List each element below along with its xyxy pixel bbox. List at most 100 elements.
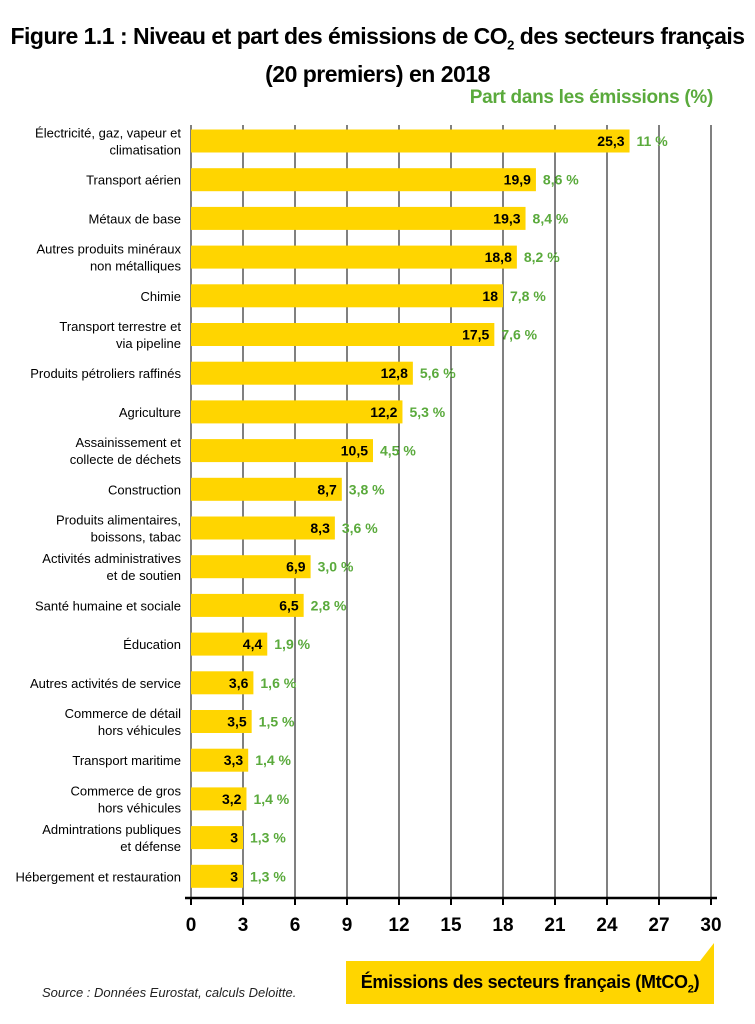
tick-label-21: 21 bbox=[544, 915, 566, 936]
category-label-1-0: Transport aérien bbox=[86, 173, 181, 188]
share-label-17: 1,4 % bbox=[253, 791, 289, 807]
category-label-17-1: hors véhicules bbox=[98, 800, 182, 815]
bar-10 bbox=[191, 516, 335, 540]
category-label-16-0: Transport maritime bbox=[72, 753, 181, 768]
tick-label-18: 18 bbox=[492, 915, 513, 936]
category-label-18-0: Admintrations publiques bbox=[42, 822, 181, 837]
share-label-14: 1,6 % bbox=[260, 675, 296, 691]
bar-11 bbox=[191, 555, 311, 579]
x-axis-label-subscript: 2 bbox=[687, 983, 694, 996]
category-label-4-0: Chimie bbox=[141, 289, 181, 304]
bar-18 bbox=[191, 826, 243, 850]
share-label-7: 5,3 % bbox=[409, 404, 445, 420]
category-label-6-0: Produits pétroliers raffinés bbox=[30, 366, 181, 381]
axis-label-box bbox=[346, 961, 714, 1004]
share-heading: Part dans les émissions (%) bbox=[469, 87, 714, 108]
category-label-7-0: Agriculture bbox=[119, 405, 181, 420]
bar-14 bbox=[191, 671, 254, 695]
chart-title: Figure 1.1 : Niveau et part des émission… bbox=[0, 22, 755, 88]
value-label-19: 3 bbox=[230, 868, 238, 884]
share-label-18: 1,3 % bbox=[250, 830, 286, 846]
share-label-11: 3,0 % bbox=[318, 559, 354, 575]
share-label-3: 8,2 % bbox=[524, 249, 560, 265]
bar-4 bbox=[191, 284, 503, 308]
x-axis-label: Émissions des secteurs français (MtCO2) bbox=[346, 961, 714, 1004]
value-label-5: 17,5 bbox=[462, 327, 489, 343]
bar-6 bbox=[191, 361, 413, 385]
category-label-3-1: non métalliques bbox=[90, 259, 182, 274]
bar-13 bbox=[191, 632, 268, 656]
value-label-15: 3,5 bbox=[227, 714, 247, 730]
category-label-2-0: Métaux de base bbox=[88, 211, 181, 226]
category-label-5-1: via pipeline bbox=[116, 336, 181, 351]
bar-7 bbox=[191, 400, 403, 424]
share-label-13: 1,9 % bbox=[274, 636, 310, 652]
value-label-18: 3 bbox=[230, 830, 238, 846]
bar-16 bbox=[191, 748, 249, 772]
bar-19 bbox=[191, 864, 243, 888]
value-label-0: 25,3 bbox=[597, 133, 624, 149]
value-label-9: 8,7 bbox=[317, 481, 337, 497]
bar-12 bbox=[191, 593, 304, 617]
value-label-7: 12,2 bbox=[370, 404, 397, 420]
tick-label-9: 9 bbox=[342, 915, 353, 936]
category-label-15-0: Commerce de détail bbox=[65, 706, 181, 721]
category-label-11-0: Activités administratives bbox=[42, 551, 181, 566]
category-label-8-1: collecte de déchets bbox=[70, 452, 182, 467]
category-label-3-0: Autres produits minéraux bbox=[36, 242, 181, 257]
category-label-13-0: Éducation bbox=[123, 637, 181, 652]
bar-15 bbox=[191, 710, 252, 733]
share-label-15: 1,5 % bbox=[259, 714, 295, 730]
category-label-10-1: boissons, tabac bbox=[91, 530, 182, 545]
category-label-14-0: Autres activités de service bbox=[30, 676, 181, 691]
value-label-2: 19,3 bbox=[493, 210, 520, 226]
category-label-19-0: Hébergement et restauration bbox=[16, 869, 181, 884]
share-label-5: 7,6 % bbox=[501, 327, 537, 343]
bar-2 bbox=[191, 206, 526, 230]
value-label-3: 18,8 bbox=[485, 249, 512, 265]
bar-5 bbox=[191, 323, 495, 346]
tick-label-24: 24 bbox=[596, 915, 618, 936]
bar-3 bbox=[191, 245, 517, 269]
tick-label-15: 15 bbox=[440, 915, 462, 936]
share-label-9: 3,8 % bbox=[349, 481, 385, 497]
category-label-5-0: Transport terrestre et bbox=[59, 319, 181, 334]
tick-label-6: 6 bbox=[290, 915, 301, 936]
value-label-17: 3,2 bbox=[222, 791, 242, 807]
category-label-9-0: Construction bbox=[108, 482, 181, 497]
value-label-6: 12,8 bbox=[381, 365, 408, 381]
tick-label-27: 27 bbox=[648, 915, 669, 936]
x-axis-label-end: ) bbox=[693, 972, 700, 992]
tick-label-0: 0 bbox=[186, 915, 197, 936]
tick-label-3: 3 bbox=[238, 915, 249, 936]
bar-8 bbox=[191, 439, 373, 463]
category-label-0-0: Électricité, gaz, vapeur et bbox=[35, 126, 181, 141]
bar-9 bbox=[191, 477, 342, 501]
value-label-12: 6,5 bbox=[279, 597, 299, 613]
category-label-15-1: hors véhicules bbox=[98, 723, 182, 738]
category-label-0-1: climatisation bbox=[109, 143, 181, 158]
category-label-8-0: Assainissement et bbox=[76, 435, 182, 450]
value-label-13: 4,4 bbox=[243, 636, 263, 652]
tick-label-12: 12 bbox=[388, 915, 409, 936]
title-line1-end: des secteurs français bbox=[513, 23, 745, 49]
category-label-11-1: et de soutien bbox=[107, 568, 181, 583]
title-co2-subscript: 2 bbox=[507, 37, 514, 53]
bar-1 bbox=[191, 168, 536, 192]
title-line2: (20 premiers) en 2018 bbox=[265, 60, 490, 87]
title-line1-start: Figure 1.1 : Niveau et part des émission… bbox=[10, 23, 508, 49]
value-label-16: 3,3 bbox=[224, 752, 244, 768]
share-label-4: 7,8 % bbox=[510, 288, 546, 304]
category-label-12-0: Santé humaine et sociale bbox=[35, 598, 181, 613]
bar-17 bbox=[191, 787, 247, 811]
share-label-10: 3,6 % bbox=[342, 520, 378, 536]
value-label-11: 6,9 bbox=[286, 559, 306, 575]
source-note: Source : Données Eurostat, calculs Deloi… bbox=[42, 985, 297, 1000]
share-label-16: 1,4 % bbox=[255, 752, 291, 768]
value-label-14: 3,6 bbox=[229, 675, 249, 691]
value-label-8: 10,5 bbox=[341, 443, 368, 459]
value-label-1: 19,9 bbox=[504, 172, 531, 188]
value-label-10: 8,3 bbox=[310, 520, 330, 536]
category-label-10-0: Produits alimentaires, bbox=[56, 513, 181, 528]
